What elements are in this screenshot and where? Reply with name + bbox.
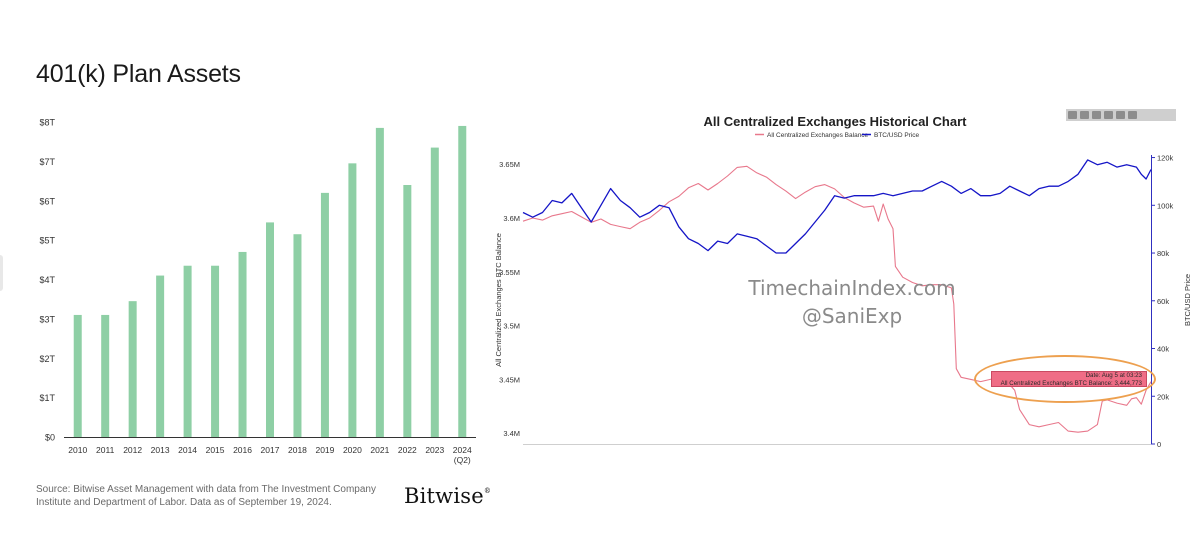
- bar-2020: [348, 163, 357, 437]
- zoom-out-icon[interactable]: [1080, 111, 1089, 119]
- series-line-balance: [522, 165, 1152, 433]
- y-tick-label: $4T: [39, 275, 55, 285]
- chart-title: All Centralized Exchanges Historical Cha…: [704, 114, 968, 129]
- y-right-tick-label: 80k: [1157, 249, 1169, 258]
- y-tick-label: $3T: [39, 314, 55, 324]
- y-right-tick-label: 60k: [1157, 297, 1169, 306]
- x-tick-label: 2023: [425, 445, 444, 455]
- x-tick-label: 2021: [370, 445, 389, 455]
- y-right-tick-label: 40k: [1157, 345, 1169, 354]
- bitwise-logo: Bitwise®: [404, 484, 491, 508]
- x-tick-label: 2014: [178, 445, 197, 455]
- series-line-btc-price: [522, 159, 1152, 254]
- y-tick-label: $0: [45, 433, 55, 443]
- edge-decoration: [0, 255, 3, 291]
- y-left-tick-label: 3.4M: [503, 429, 520, 438]
- x-tick-label: 2017: [261, 445, 280, 455]
- watermark-handle: @SaniExp: [801, 304, 903, 328]
- bar-2010: [73, 314, 82, 437]
- y-tick-label: $2T: [39, 354, 55, 364]
- x-tick-label: 2013: [151, 445, 170, 455]
- left-chart-title: 401(k) Plan Assets: [36, 60, 241, 88]
- y-left-tick-label: 3.55M: [499, 268, 520, 277]
- y-tick-label: $7T: [39, 157, 55, 167]
- right-chart-panel: All Centralized Exchanges Historical Cha…: [492, 100, 1200, 455]
- search-icon[interactable]: [1092, 111, 1101, 119]
- bar-2013: [156, 275, 165, 437]
- chart-legend: All Centralized Exchanges Balance BTC/USD…: [755, 132, 920, 139]
- zoom-in-icon[interactable]: [1068, 111, 1077, 119]
- highlight-ring-annotation: [974, 355, 1156, 403]
- bar-2022: [403, 185, 412, 437]
- bar-2011: [101, 314, 110, 437]
- x-tick-label: 2012: [123, 445, 142, 455]
- pan-icon[interactable]: [1104, 111, 1113, 119]
- y-left-tick-label: 3.6M: [503, 214, 520, 223]
- registered-mark: ®: [483, 487, 492, 495]
- bar-2019: [320, 192, 329, 437]
- y-right-axis-label: BTC/USD Price: [1183, 274, 1192, 326]
- left-chart-panel: 401(k) Plan Assets $0 $1T $2T $3T $4T $5T $6T $…: [0, 0, 492, 553]
- y-tick-label: $6T: [39, 196, 55, 206]
- y-left-axis-label: All Centralized Exchanges BTC Balance: [494, 233, 503, 367]
- y-right-tick-label: 20k: [1157, 392, 1169, 401]
- bar-2018: [293, 234, 302, 437]
- y-right-tick-label: 120k: [1157, 154, 1174, 163]
- x-tick-label: 2011: [96, 445, 115, 455]
- bar-2021: [375, 127, 384, 437]
- y-right-tick-label: 0: [1157, 440, 1161, 449]
- y-left-tick-label: 3.5M: [503, 322, 520, 331]
- bar-2023: [430, 147, 439, 437]
- y-left-tick-label: 3.45M: [499, 375, 520, 384]
- y-tick-label: $8T: [39, 118, 55, 128]
- bar-chart-401k: $0 $1T $2T $3T $4T $5T $6T $7T $8T 2010 2011 2012 20…: [39, 118, 476, 465]
- brand-name: Bitwise: [404, 484, 484, 508]
- x-tick-label: 2016: [233, 445, 252, 455]
- bar-2012: [128, 301, 137, 437]
- bar-2016: [238, 251, 247, 437]
- exchange-balance-line-chart: All Centralized Exchanges Historical Cha…: [494, 114, 1192, 449]
- bar-2024: [458, 125, 467, 437]
- x-tick-label: 2020: [343, 445, 362, 455]
- bar-2017: [266, 222, 274, 437]
- x-tick-label: 2010: [68, 445, 87, 455]
- legend-label: All Centralized Exchanges Balance: [767, 132, 869, 139]
- y-right-tick-label: 100k: [1157, 201, 1174, 210]
- y-tick-label: $5T: [39, 236, 55, 246]
- x-tick-label: 2015: [206, 445, 225, 455]
- y-tick-label: $1T: [39, 393, 55, 403]
- home-icon[interactable]: [1116, 111, 1125, 119]
- x-tick-sublabel: (Q2): [454, 455, 471, 465]
- bar-2015: [211, 265, 220, 437]
- chart-toolbar: [1066, 109, 1176, 121]
- menu-icon[interactable]: [1128, 111, 1137, 119]
- x-tick-label: 2024: [453, 445, 472, 455]
- y-left-tick-label: 3.65M: [499, 160, 520, 169]
- x-tick-label: 2022: [398, 445, 417, 455]
- bar-2014: [183, 265, 192, 437]
- watermark-site: TimechainIndex.com: [748, 276, 956, 300]
- x-tick-label: 2019: [315, 445, 334, 455]
- source-note: Source: Bitwise Asset Management with da…: [36, 484, 376, 508]
- legend-label: BTC/USD Price: [874, 132, 920, 139]
- x-tick-label: 2018: [288, 445, 307, 455]
